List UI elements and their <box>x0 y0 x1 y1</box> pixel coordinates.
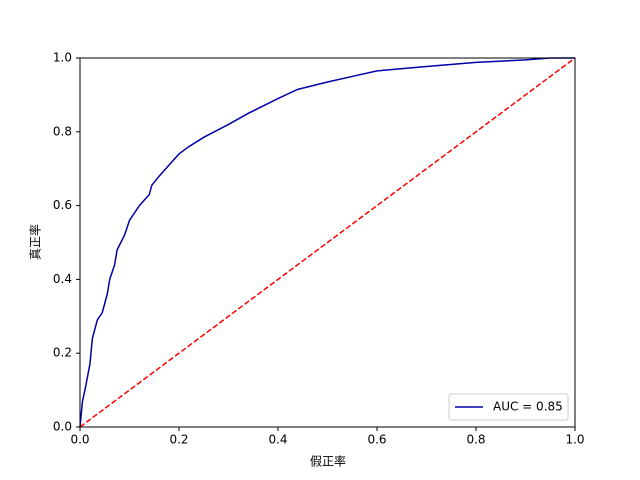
x-tick-label: 0.0 <box>70 433 89 447</box>
y-tick-label: 0.2 <box>53 346 72 360</box>
y-tick-label: 0.0 <box>53 420 72 434</box>
x-tick-label: 1.0 <box>565 433 584 447</box>
y-tick-label: 1.0 <box>53 51 72 65</box>
x-axis-label: 假正率 <box>310 454 346 469</box>
line <box>79 57 575 428</box>
plot-frame <box>79 57 576 428</box>
x-tick-label: 0.2 <box>169 433 188 447</box>
y-tick-label: 0.4 <box>53 272 72 286</box>
legend-label: AUC = 0.85 <box>493 400 563 414</box>
line <box>79 57 576 428</box>
legend-box <box>448 393 569 421</box>
x-tick-label: 0.6 <box>367 433 386 447</box>
y-tick-label: 0.8 <box>53 124 72 138</box>
x-tick-label: 0.4 <box>268 433 287 447</box>
y-axis-label: 真正率 <box>28 224 43 260</box>
x-tick-label: 0.8 <box>466 433 485 447</box>
y-tick-label: 0.6 <box>53 198 72 212</box>
